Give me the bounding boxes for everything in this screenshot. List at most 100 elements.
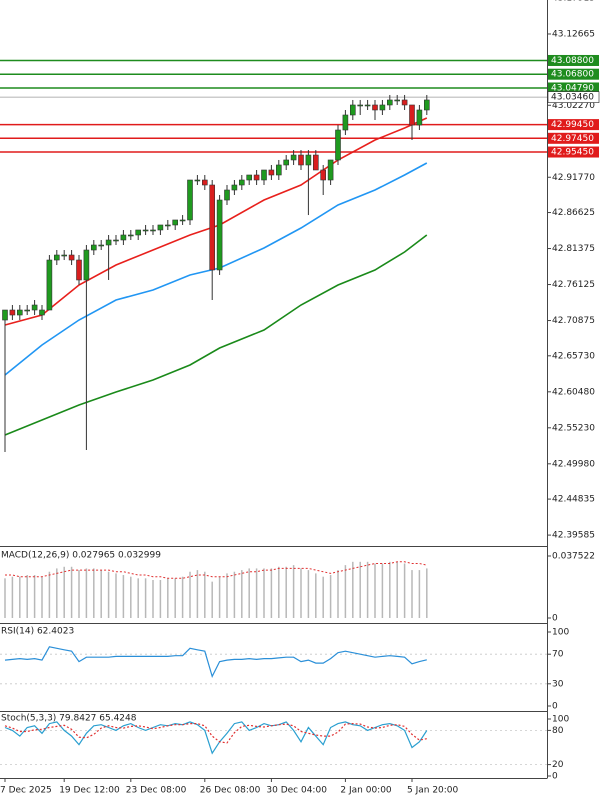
y-tick-label: 100 [552, 628, 569, 638]
candle-body [2, 309, 8, 321]
x-tick-label: 26 Dec 08:00 [200, 786, 261, 796]
candle-body [239, 179, 245, 186]
level-label: 43.04790 [551, 83, 594, 93]
level-label-box [548, 82, 599, 94]
candle-body [31, 304, 38, 311]
level-label-box [548, 54, 599, 66]
y-tick-label: 42.86625 [552, 208, 595, 218]
candle-body [202, 179, 208, 186]
level-label-box [548, 132, 599, 144]
indicator-title: MACD(12,26,9) 0.027965 0.032999 [1, 551, 161, 561]
candle-body [394, 99, 401, 102]
current-price-label: 43.03460 [551, 93, 594, 103]
candle-body [231, 184, 238, 191]
y-tick-label: 43.02270 [552, 101, 595, 111]
candle-body [298, 154, 304, 166]
oscillator-line [4, 722, 427, 744]
macd-signal [5, 561, 427, 579]
x-tick-label: 19 Dec 12:00 [59, 786, 120, 796]
candle-body [335, 129, 341, 161]
candle-body [268, 169, 275, 176]
y-tick-label: 42.55230 [552, 423, 595, 433]
candle-body [128, 234, 134, 237]
candle-body [401, 99, 408, 106]
candle-body [98, 244, 104, 247]
candle-body [53, 254, 60, 261]
candle-body [416, 109, 423, 126]
moving-average [4, 234, 428, 436]
candle-body [364, 104, 371, 107]
y-tick-label: 42.49980 [552, 459, 595, 469]
candle-body [372, 104, 378, 111]
y-tick-label: 0 [552, 702, 558, 712]
candle-body [409, 104, 415, 126]
candle-body [9, 309, 16, 316]
candle-body [172, 219, 178, 226]
candle-body [283, 159, 290, 166]
y-tick-label: 42.39585 [552, 531, 595, 541]
candle-body [349, 104, 356, 116]
x-tick-label: 2 Jan 00:00 [340, 786, 392, 796]
candle-body [113, 239, 119, 242]
x-tick-label: 7 Dec 2025 [0, 786, 52, 796]
candle-body [261, 169, 267, 181]
candle-body [76, 259, 82, 281]
oscillator-line [4, 721, 428, 755]
candle-body [275, 164, 282, 176]
candle-body [157, 224, 164, 231]
candle-body [91, 244, 97, 251]
candle-body [312, 154, 319, 171]
candle-body [423, 99, 430, 111]
candle-body [224, 189, 230, 201]
y-tick-label: 42.44835 [552, 495, 595, 505]
level-label-box [548, 119, 599, 131]
candle-body [68, 254, 75, 261]
candle-body [320, 169, 327, 181]
candle-body [179, 219, 186, 222]
candle-body [83, 249, 90, 281]
level-label-box [548, 146, 599, 158]
candle-body [120, 234, 127, 241]
y-tick-label: 42.81375 [552, 244, 595, 254]
oscillator-line [4, 646, 427, 679]
candle-body [46, 259, 53, 311]
candle-body [327, 159, 334, 181]
candle-body [16, 309, 23, 316]
y-tick-label: 20 [552, 760, 564, 770]
y-tick-label: 80 [552, 726, 564, 736]
current-price-box [547, 91, 600, 103]
x-tick-label: 5 Jan 20:00 [407, 786, 459, 796]
y-tick-label: 42.91770 [552, 173, 595, 183]
y-tick-label: 100 [552, 715, 569, 725]
candle-body [142, 229, 149, 232]
candle-body [342, 114, 349, 131]
candle-body [253, 174, 260, 181]
candle-body [135, 229, 141, 236]
candle-body [105, 239, 112, 246]
indicator-title: RSI(14) 62.4023 [1, 627, 74, 637]
candle-body [216, 199, 223, 271]
y-tick-label: 0.037522 [552, 552, 595, 562]
candle-body [24, 309, 31, 312]
candle-body [246, 174, 252, 181]
candle-body [194, 179, 201, 182]
indicator-title: Stoch(5,3,3) 79.8427 65.4248 [1, 714, 137, 724]
level-label: 42.99450 [551, 120, 594, 130]
candle-body [61, 254, 68, 257]
y-tick-label: 43.17915 [552, 0, 595, 3]
level-label: 42.95450 [551, 148, 594, 158]
candle-body [187, 179, 193, 221]
x-tick-label: 30 Dec 04:00 [266, 786, 327, 796]
y-tick-label: 70 [552, 650, 564, 660]
level-label: 42.97450 [551, 134, 594, 144]
y-tick-label: 0 [552, 772, 558, 782]
level-label: 43.08800 [551, 56, 594, 66]
candle-body [150, 229, 156, 232]
candle-body [39, 309, 45, 316]
candle-body [386, 99, 393, 106]
y-tick-label: 42.70875 [552, 316, 595, 326]
y-tick-label: 42.60480 [552, 387, 595, 397]
